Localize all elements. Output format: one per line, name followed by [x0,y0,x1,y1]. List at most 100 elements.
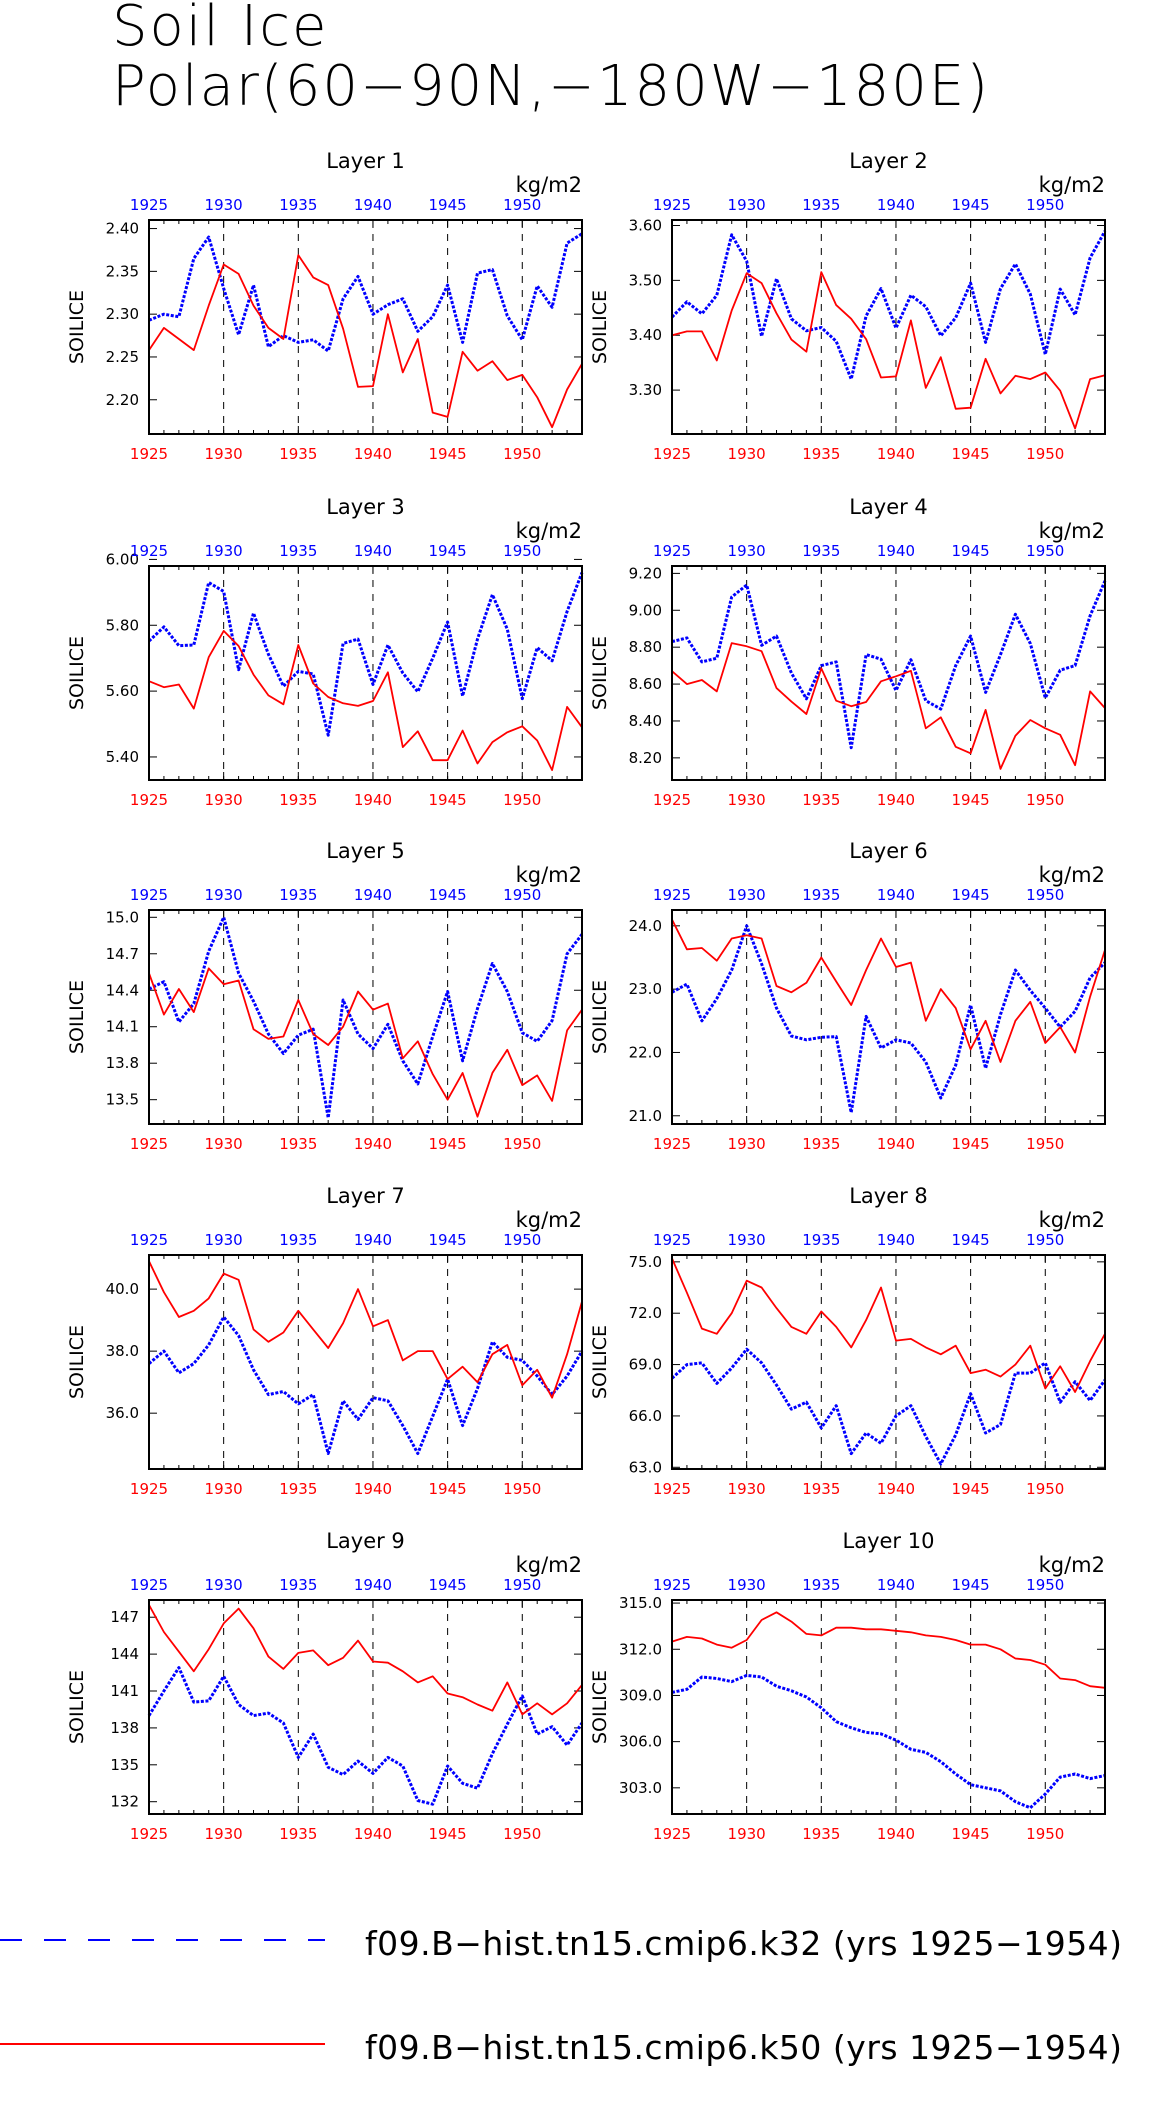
y-tick-label: 3.40 [629,326,662,344]
x-tick-label-bottom: 1945 [429,1135,467,1153]
x-tick-label-bottom: 1930 [205,1480,243,1498]
x-tick-label-bottom: 1925 [130,1135,168,1153]
x-tick-label-top: 1930 [728,542,766,560]
figure-title-line2: Polar(60−90N,−180W−180E) [112,54,991,119]
x-tick-label-top: 1945 [429,542,467,560]
x-tick-label-top: 1945 [952,1576,990,1594]
plot-frame [671,219,1106,435]
x-tick-label-bottom: 1945 [952,1480,990,1498]
x-tick-label-top: 1950 [1026,196,1064,214]
units-label: kg/m2 [1039,863,1105,887]
x-tick-label-bottom: 1950 [503,1825,541,1843]
x-tick-label-bottom: 1925 [653,445,691,463]
x-tick-label-bottom: 1950 [503,1480,541,1498]
x-tick-label-bottom: 1930 [205,791,243,809]
units-label: kg/m2 [516,173,582,197]
y-axis-label: SOILICE [66,1325,88,1399]
y-axis-label: SOILICE [589,980,611,1054]
x-tick-label-top: 1925 [653,1231,691,1249]
x-tick-label-top: 1940 [877,1231,915,1249]
series-line-k32 [148,1315,584,1455]
y-tick-label: 22.0 [629,1043,662,1061]
x-tick-label-top: 1940 [354,1576,392,1594]
x-tick-label-bottom: 1935 [802,1135,840,1153]
x-tick-label-bottom: 1950 [503,445,541,463]
x-tick-label-top: 1950 [1026,1231,1064,1249]
y-axis-label: SOILICE [66,980,88,1054]
panel-layer-1: 2.20 2.25 2.30 2.35 2.40 1925 1925 1930 1930 1935… [66,149,583,463]
series-line-k32 [148,915,584,1120]
x-tick-label-top: 1945 [952,886,990,904]
y-axis-label: SOILICE [66,290,88,364]
y-tick-label: 38.0 [106,1342,139,1360]
x-tick-label-bottom: 1935 [279,445,317,463]
x-tick-label-top: 1930 [728,196,766,214]
units-label: kg/m2 [516,863,582,887]
x-tick-label-bottom: 1950 [503,791,541,809]
x-tick-label-top: 1935 [279,886,317,904]
units-label: kg/m2 [1039,519,1105,543]
x-tick-label-top: 1940 [877,886,915,904]
x-tick-label-top: 1930 [205,1231,243,1249]
series-line-k50 [148,1260,583,1399]
y-tick-label: 72.0 [629,1304,662,1322]
x-tick-label-top: 1940 [877,196,915,214]
x-tick-label-bottom: 1945 [429,1825,467,1843]
series-line-k32 [670,230,1107,381]
plot-frame [671,565,1106,781]
series-line-k32 [671,1673,1106,1810]
x-tick-label-bottom: 1935 [279,791,317,809]
x-tick-label-top: 1945 [429,886,467,904]
x-tick-label-bottom: 1930 [205,1135,243,1153]
legend-line-k32 [0,1939,325,1941]
plot-frame [148,219,583,435]
series-line-k50 [671,642,1106,770]
x-tick-label-bottom: 1945 [952,1135,990,1153]
x-tick-label-top: 1950 [503,196,541,214]
y-axis-label: SOILICE [589,1325,611,1399]
x-tick-label-top: 1925 [653,196,691,214]
series-line-k32 [148,232,583,353]
x-tick-label-top: 1935 [279,542,317,560]
x-tick-label-top: 1935 [802,886,840,904]
y-axis-label: SOILICE [66,1670,88,1744]
x-tick-label-bottom: 1940 [877,1480,915,1498]
x-tick-label-bottom: 1925 [130,1825,168,1843]
y-tick-label: 63.0 [629,1458,662,1476]
panel-title: Layer 6 [849,839,928,863]
y-tick-label: 138 [110,1719,139,1737]
x-tick-label-top: 1930 [205,196,243,214]
y-tick-label: 15.0 [106,908,139,926]
x-tick-label-top: 1940 [354,886,392,904]
y-tick-label: 9.00 [629,601,662,619]
series-line-k50 [671,1611,1106,1689]
panel-layer-8: 63.0 66.0 69.0 72.0 75.0 1925 1925 1930 1930 1935… [589,1184,1107,1498]
x-tick-label-bottom: 1945 [429,445,467,463]
panel-title: Layer 9 [326,1529,405,1553]
plot-frame [148,909,583,1125]
series-line-k32 [671,580,1107,750]
x-tick-label-bottom: 1925 [653,1825,691,1843]
x-tick-label-top: 1935 [802,196,840,214]
y-tick-label: 2.30 [106,305,139,323]
y-axis-label: SOILICE [66,636,88,710]
x-tick-label-top: 1950 [503,1576,541,1594]
x-tick-label-bottom: 1935 [279,1135,317,1153]
x-tick-label-bottom: 1940 [877,791,915,809]
x-tick-label-bottom: 1950 [1026,445,1064,463]
x-tick-label-bottom: 1945 [952,791,990,809]
units-label: kg/m2 [1039,173,1105,197]
y-tick-label: 2.20 [106,391,139,409]
legend-line-k50 [0,2043,325,2045]
x-tick-label-bottom: 1935 [802,1825,840,1843]
y-tick-label: 147 [110,1608,139,1626]
units-label: kg/m2 [1039,1553,1105,1577]
x-tick-label-bottom: 1930 [205,445,243,463]
y-tick-label: 3.60 [629,216,662,234]
y-tick-label: 315.0 [619,1594,662,1612]
series-line-k50 [148,630,583,771]
y-tick-label: 312.0 [619,1640,662,1658]
x-tick-label-top: 1930 [728,886,766,904]
series-line-k50 [148,967,583,1118]
y-tick-label: 14.4 [106,981,139,999]
